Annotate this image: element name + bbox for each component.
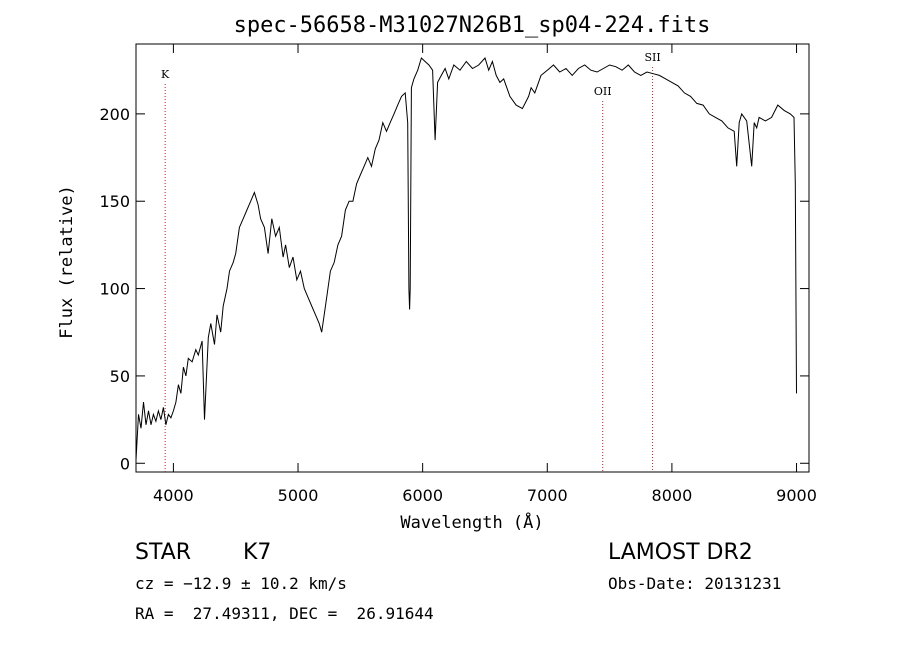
object-class: STAR xyxy=(135,540,192,565)
y-tick-label: 0 xyxy=(120,454,130,473)
coordinates: RA = 27.49311, DEC = 26.91644 xyxy=(135,604,434,623)
y-tick-label: 200 xyxy=(99,105,130,124)
spectrum-line xyxy=(135,57,797,460)
y-axis-label: Flux (relative) xyxy=(57,185,77,339)
x-tick-label: 8000 xyxy=(652,486,693,505)
plot-frame xyxy=(135,43,810,473)
x-axis: 4000 5000 6000 7000 8000 9000 xyxy=(153,44,817,505)
line-markers: K OII SII xyxy=(161,51,661,472)
x-tick-label: 5000 xyxy=(278,486,319,505)
survey-name: LAMOST DR2 xyxy=(608,540,753,565)
marker-label: SII xyxy=(644,51,660,64)
object-subclass: K7 xyxy=(243,540,272,565)
x-tick-label: 7000 xyxy=(527,486,568,505)
y-tick-label: 50 xyxy=(110,367,130,386)
chart-title: spec-56658-M31027N26B1_sp04-224.fits xyxy=(234,13,711,38)
x-tick-label: 9000 xyxy=(776,486,817,505)
x-tick-label: 6000 xyxy=(402,486,443,505)
observation-date: Obs-Date: 20131231 xyxy=(608,574,782,593)
marker-label: K xyxy=(161,68,170,81)
x-axis-label: Wavelength (Å) xyxy=(400,511,543,533)
y-tick-label: 100 xyxy=(99,280,130,299)
y-axis: 0 50 100 150 200 xyxy=(99,105,809,473)
x-tick-label: 4000 xyxy=(153,486,194,505)
marker-label: OII xyxy=(594,85,612,98)
y-tick-label: 150 xyxy=(99,192,130,211)
radial-velocity: cz = −12.9 ± 10.2 km/s xyxy=(135,574,347,593)
